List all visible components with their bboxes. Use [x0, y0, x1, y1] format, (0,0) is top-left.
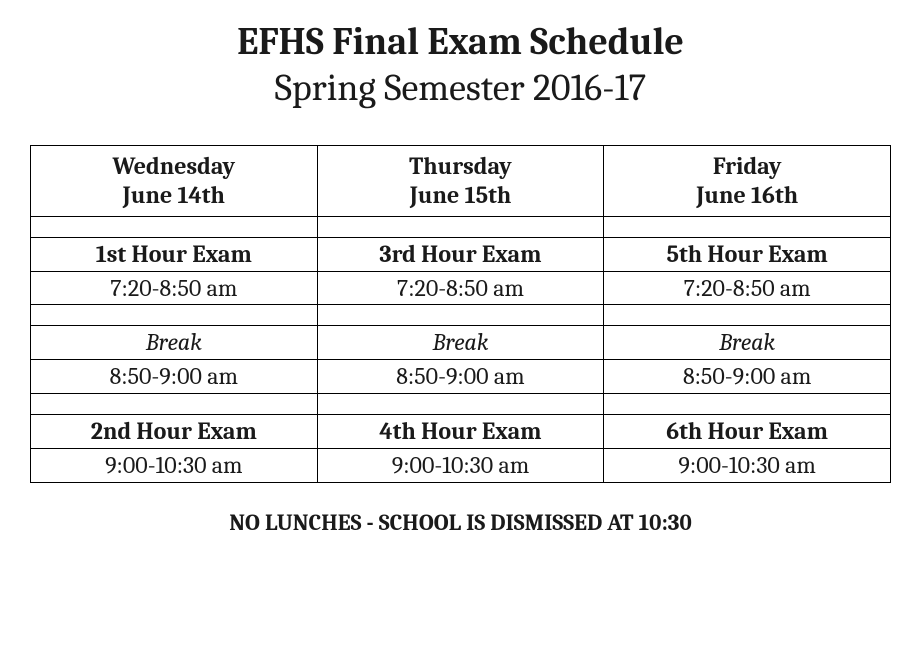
- cell-break-label: Break: [31, 326, 318, 360]
- spacer-row: [31, 305, 891, 326]
- col-header-thu: Thursday June 15th: [317, 146, 604, 217]
- table-row: 2nd Hour Exam 4th Hour Exam 6th Hour Exa…: [31, 414, 891, 448]
- cell-break-label: Break: [604, 326, 891, 360]
- schedule-table: Wednesday June 14th Thursday June 15th F…: [30, 145, 891, 482]
- footer-note: NO LUNCHES - SCHOOL IS DISMISSED AT 10:3…: [30, 509, 891, 536]
- cell-time: 8:50-9:00 am: [604, 360, 891, 394]
- col-header-day: Friday: [604, 152, 890, 181]
- table-row: 8:50-9:00 am 8:50-9:00 am 8:50-9:00 am: [31, 360, 891, 394]
- cell-time: 7:20-8:50 am: [604, 271, 891, 305]
- table-row: 1st Hour Exam 3rd Hour Exam 5th Hour Exa…: [31, 237, 891, 271]
- col-header-date: June 15th: [318, 181, 604, 210]
- cell-exam-label: 1st Hour Exam: [31, 237, 318, 271]
- cell-time: 8:50-9:00 am: [31, 360, 318, 394]
- table-row: 7:20-8:50 am 7:20-8:50 am 7:20-8:50 am: [31, 271, 891, 305]
- cell-time: 9:00-10:30 am: [31, 448, 318, 482]
- cell-time: 9:00-10:30 am: [604, 448, 891, 482]
- cell-time: 8:50-9:00 am: [317, 360, 604, 394]
- spacer-row: [31, 216, 891, 237]
- page-title: EFHS Final Exam Schedule: [30, 20, 891, 66]
- cell-time: 7:20-8:50 am: [31, 271, 318, 305]
- page-subtitle: Spring Semester 2016-17: [30, 66, 891, 112]
- col-header-date: June 14th: [31, 181, 317, 210]
- table-row: Break Break Break: [31, 326, 891, 360]
- col-header-date: June 16th: [604, 181, 890, 210]
- col-header-day: Wednesday: [31, 152, 317, 181]
- table-row: 9:00-10:30 am 9:00-10:30 am 9:00-10:30 a…: [31, 448, 891, 482]
- cell-exam-label: 4th Hour Exam: [317, 414, 604, 448]
- cell-exam-label: 6th Hour Exam: [604, 414, 891, 448]
- cell-exam-label: 2nd Hour Exam: [31, 414, 318, 448]
- col-header-wed: Wednesday June 14th: [31, 146, 318, 217]
- col-header-day: Thursday: [318, 152, 604, 181]
- cell-exam-label: 3rd Hour Exam: [317, 237, 604, 271]
- cell-time: 7:20-8:50 am: [317, 271, 604, 305]
- col-header-fri: Friday June 16th: [604, 146, 891, 217]
- spacer-row: [31, 393, 891, 414]
- cell-time: 9:00-10:30 am: [317, 448, 604, 482]
- table-header-row: Wednesday June 14th Thursday June 15th F…: [31, 146, 891, 217]
- cell-exam-label: 5th Hour Exam: [604, 237, 891, 271]
- cell-break-label: Break: [317, 326, 604, 360]
